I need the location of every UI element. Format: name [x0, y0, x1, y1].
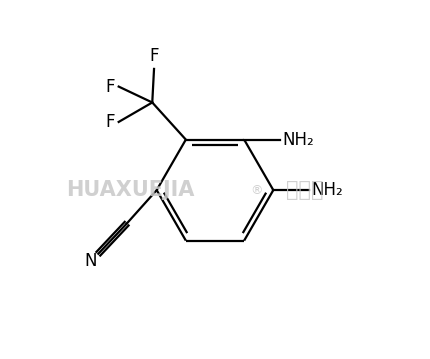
Text: N: N — [84, 252, 97, 270]
Text: HUAXUEJIA: HUAXUEJIA — [67, 180, 195, 200]
Text: NH₂: NH₂ — [283, 131, 314, 149]
Text: NH₂: NH₂ — [311, 181, 343, 199]
Text: F: F — [149, 47, 159, 65]
Text: F: F — [105, 78, 114, 95]
Text: ®: ® — [250, 183, 263, 197]
Text: F: F — [105, 113, 114, 131]
Text: 化学加: 化学加 — [286, 180, 323, 200]
